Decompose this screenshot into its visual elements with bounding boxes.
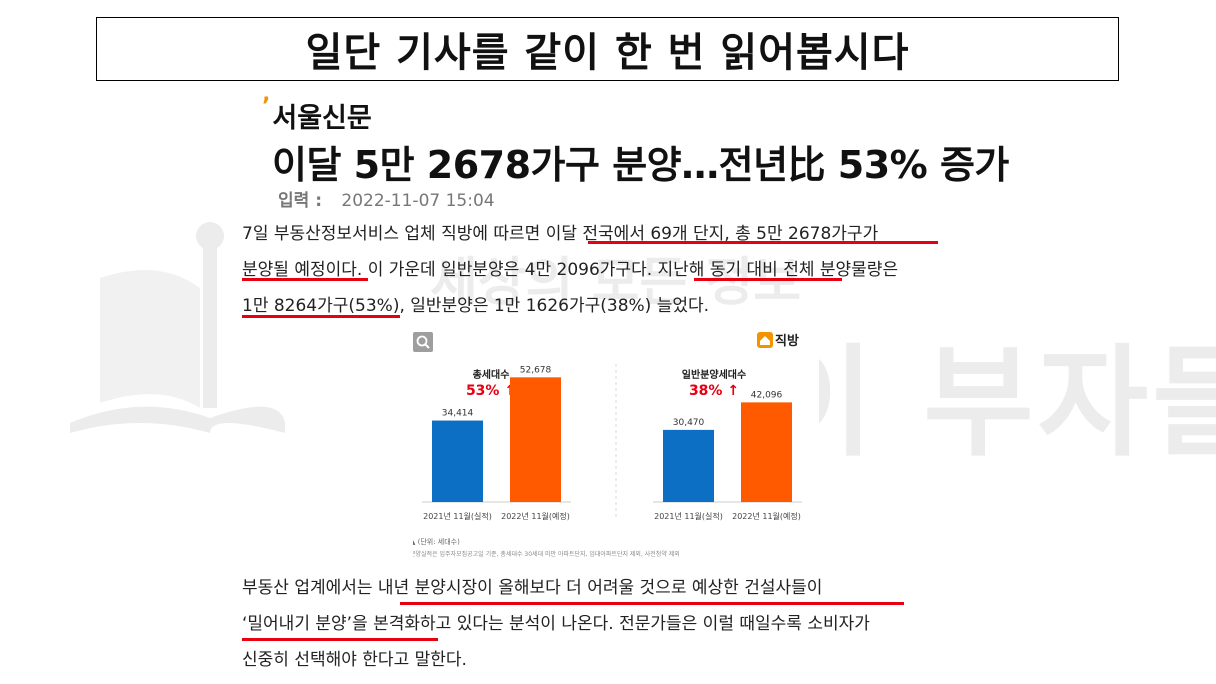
paragraph-line: 신중히 선택해야 한다고 말한다. <box>242 650 467 670</box>
house-icon-shape <box>760 336 770 345</box>
highlight-underline <box>242 278 368 281</box>
chart-group-title: 일반분양세대수 <box>682 368 746 381</box>
highlight-underline <box>242 315 400 318</box>
chart-bar <box>741 402 792 502</box>
article-paragraph-1: 7일 부동산정보서비스 업체 직방에 따르면 이달 전국에서 69개 단지, 총… <box>242 216 898 324</box>
chart-x-tick-label: 2022년 11월(예정) <box>501 511 570 521</box>
banner-title: 일단 기사를 같이 한 번 읽어봅시다 <box>305 30 910 76</box>
highlight-underline <box>588 241 938 244</box>
paragraph-line: 분양될 예정이다. 이 가운데 일반분양은 4만 2096가구다. 지난해 동기… <box>242 260 899 280</box>
chart-data-label: 52,678 <box>520 365 552 375</box>
press-name: ’ 서울신문 <box>262 96 372 135</box>
highlight-underline <box>694 278 842 281</box>
chart-footnote: 분양실적은 입주자모집공고일 기준, 총세대수 30세대 미만 아파트단지, 임… <box>413 550 680 558</box>
chart-group-title: 총세대수 <box>473 368 510 381</box>
paragraph-line: 7일 부동산정보서비스 업체 직방에 따르면 이달 전국에서 69개 단지, 총… <box>242 224 879 244</box>
chart-x-tick-label: 2021년 11월(실적) <box>654 511 723 521</box>
chart-bar <box>663 429 714 502</box>
chart-data-label: 42,096 <box>751 390 783 400</box>
search-icon-handle <box>424 343 430 349</box>
search-icon <box>413 332 433 352</box>
highlight-underline <box>400 602 904 605</box>
press-name-text: 서울신문 <box>272 103 372 134</box>
chart-data-label: 34,414 <box>442 409 474 419</box>
article-headline: 이달 5만 2678가구 분양…전년比 53% 증가 <box>272 143 1009 187</box>
chart-group-change: 38% ↑ <box>689 383 739 399</box>
chart-x-tick-label: 2021년 11월(실적) <box>423 511 492 521</box>
search-icon-glass <box>416 335 428 347</box>
chart-data-label: 30,470 <box>673 418 705 428</box>
chart-brand: 직방 <box>775 333 799 349</box>
chart-bar <box>510 377 561 502</box>
press-logo-mark-icon: ’ <box>262 94 271 119</box>
chart-footnote-unit: ▲ (단위: 세대수) <box>413 537 460 546</box>
paragraph-line: 부동산 업계에서는 내년 분양시장이 올해보다 더 어려울 것으로 예상한 건설… <box>242 578 823 598</box>
paragraph-line: ‘밀어내기 분양’을 본격화하고 있다는 분석이 나온다. 전문가들은 이럴 때… <box>242 614 870 634</box>
article-dateline: 입력 : 2022-11-07 15:04 <box>278 186 495 211</box>
title-banner: 일단 기사를 같이 한 번 읽어봅시다 <box>96 17 1119 81</box>
date-label: 입력 : <box>278 191 322 211</box>
chart-x-tick-label: 2022년 11월(예정) <box>732 511 801 521</box>
date-value: 2022-11-07 15:04 <box>341 191 495 211</box>
highlight-underline <box>242 638 438 641</box>
chart-bar <box>432 420 483 502</box>
paragraph-line: 1만 8264가구(53%), 일반분양은 1만 1626가구(38%) 늘었다… <box>242 296 710 316</box>
article-paragraph-2: 부동산 업계에서는 내년 분양시장이 올해보다 더 어려울 것으로 예상한 건설… <box>242 570 870 678</box>
chart-group-change: 53% ↑ <box>466 383 516 399</box>
